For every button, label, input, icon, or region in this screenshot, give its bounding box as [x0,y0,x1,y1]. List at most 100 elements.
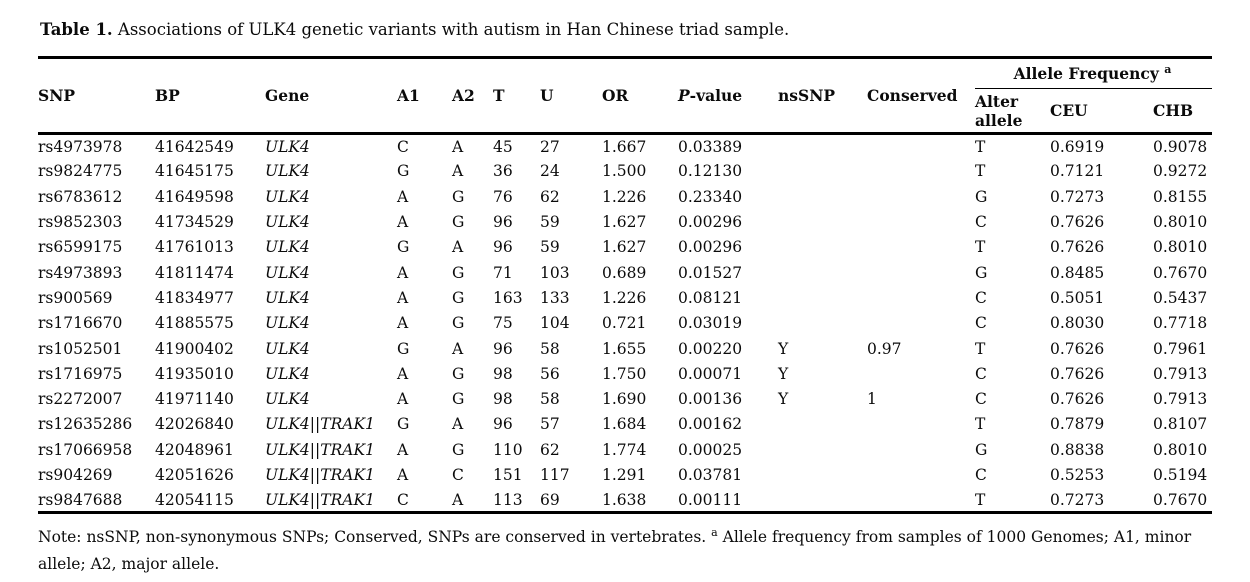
p-value-italic-p: P [678,86,690,105]
header-row-sub: Alter allele CEU CHB [38,88,1213,135]
cell-gene: ULK4 [265,162,310,181]
cell-alter-allele: T [975,162,986,181]
cell-t: 76 [493,187,513,206]
cell-conserved [867,260,975,285]
cell-bp: 41734529 [155,213,234,232]
cell-u: 69 [540,490,560,509]
cell-snp: rs2272007 [38,390,123,409]
note-prefix: Note: nsSNP, non-synonymous SNPs; Conser… [38,528,707,547]
cell-ceu: 0.7879 [1050,415,1105,434]
cell-chb: 0.8010 [1153,213,1208,232]
table-row: rs12635286 42026840 ULK4||TRAK1 G A 96 57 1.684… [38,412,1212,437]
cell-p-value: 0.03389 [678,137,743,156]
cell-a2: G [452,288,465,307]
cell-nssnp [778,412,867,437]
cell-or: 1.627 [602,213,647,232]
cell-a1: A [397,364,409,383]
table-row: rs9852303 41734529 ULK4 A G 96 59 1.627 0.00296 C… [38,209,1212,234]
cell-snp: rs4973893 [38,263,123,282]
cell-gene: ULK4 [265,288,310,307]
cell-u: 62 [540,440,560,459]
cell-snp: rs9852303 [38,213,123,232]
col-header-a2: A2 [452,57,493,135]
cell-gene: ULK4 [265,314,310,333]
cell-a1: A [397,213,409,232]
cell-u: 27 [540,137,560,156]
cell-u: 59 [540,213,560,232]
cell-p-value: 0.00296 [678,213,743,232]
cell-or: 1.627 [602,238,647,257]
cell-u: 56 [540,364,560,383]
cell-nssnp: Y [778,364,789,383]
cell-alter-allele: C [975,466,987,484]
cell-p-value: 0.03019 [678,314,743,333]
cell-t: 151 [493,466,523,484]
cell-chb: 0.5437 [1153,288,1208,307]
col-header-nssnp: nsSNP [778,57,867,135]
cell-snp: rs900569 [38,288,113,307]
table-row: rs4973893 41811474 ULK4 A G 71 103 0.689 0.01527… [38,260,1212,285]
cell-bp: 42048961 [155,440,234,459]
cell-conserved [867,184,975,209]
cell-bp: 41649598 [155,187,234,206]
cell-bp: 42026840 [155,415,234,434]
cell-a2: A [452,339,464,358]
cell-bp: 41900402 [155,339,234,358]
cell-chb: 0.9272 [1153,162,1208,181]
cell-a1: A [397,288,409,307]
cell-conserved [867,412,975,437]
cell-alter-allele: C [975,213,987,232]
cell-snp: rs1716670 [38,314,123,333]
cell-ceu: 0.5051 [1050,288,1105,307]
cell-u: 57 [540,415,560,434]
table-row: rs9847688 42054115 ULK4||TRAK1 C A 113 69 1.638… [38,488,1212,513]
cell-or: 1.638 [602,490,647,509]
cell-alter-allele: T [975,415,986,434]
cell-or: 1.226 [602,187,647,206]
cell-a1: C [397,490,409,509]
cell-p-value: 0.08121 [678,288,743,307]
cell-conserved [867,311,975,336]
cell-t: 96 [493,415,513,434]
note-footnote-marker: a [711,526,718,540]
cell-gene: ULK4 [265,213,310,232]
cell-t: 36 [493,162,513,181]
col-header-p-value: P-value [678,57,778,135]
cell-chb: 0.7913 [1153,390,1208,409]
cell-conserved [867,159,975,184]
cell-ceu: 0.7273 [1050,187,1105,206]
cell-or: 1.291 [602,466,647,484]
cell-alter-allele: C [975,288,987,307]
cell-gene: ULK4||TRAK1 [265,490,375,509]
cell-u: 59 [540,238,560,257]
cell-t: 110 [493,440,523,459]
cell-conserved [867,209,975,234]
cell-bp: 41935010 [155,364,234,383]
cell-or: 1.774 [602,440,647,459]
cell-conserved [867,437,975,462]
cell-nssnp [778,235,867,260]
col-header-chb: CHB [1153,88,1213,135]
cell-chb: 0.8010 [1153,440,1208,459]
cell-nssnp [778,285,867,310]
cell-nssnp: Y [778,390,789,409]
cell-u: 62 [540,187,560,206]
cell-conserved [867,462,975,487]
cell-or: 1.750 [602,364,647,383]
cell-gene: ULK4||TRAK1 [265,466,375,484]
cell-t: 96 [493,213,513,232]
cell-a2: G [452,364,465,383]
cell-ceu: 0.7626 [1050,364,1105,383]
cell-a2: G [452,263,465,282]
cell-snp: rs9847688 [38,490,123,509]
cell-or: 1.500 [602,162,647,181]
cell-p-value: 0.12130 [678,162,743,181]
results-table: SNP BP Gene A1 A2 T U OR P-value nsSNP C… [38,56,1213,515]
cell-alter-allele: T [975,137,986,156]
cell-t: 113 [493,490,523,509]
cell-t: 75 [493,314,513,333]
cell-a2: A [452,490,464,509]
cell-a2: G [452,187,465,206]
table-caption-text: Associations of ULK4 genetic variants wi… [112,20,790,39]
